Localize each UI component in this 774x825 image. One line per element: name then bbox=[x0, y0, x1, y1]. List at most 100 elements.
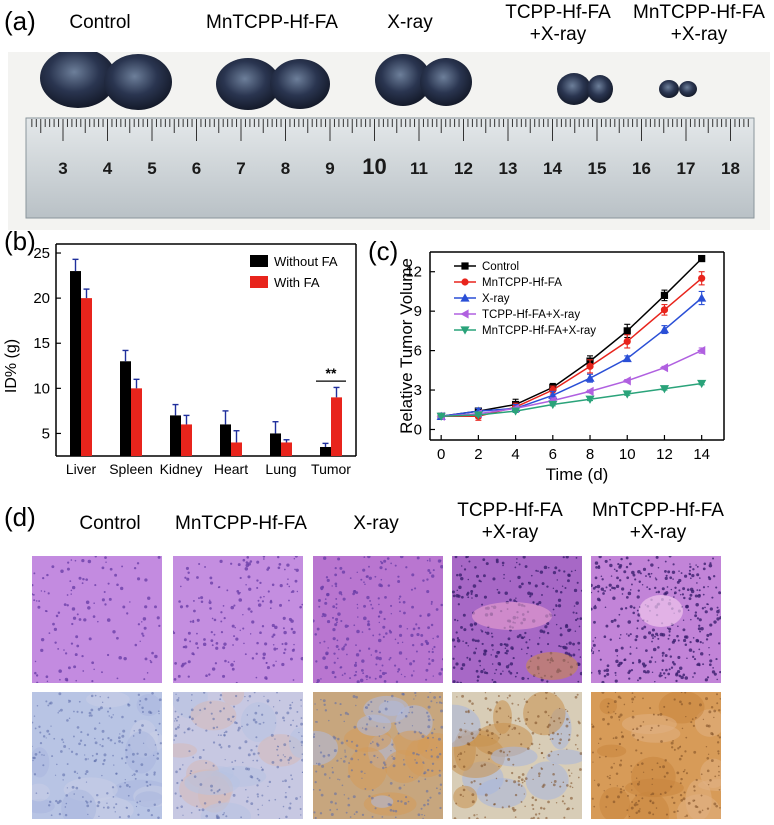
nucleus bbox=[480, 629, 482, 631]
nucleus bbox=[187, 660, 191, 664]
nucleus bbox=[467, 596, 470, 599]
nucleus bbox=[185, 604, 189, 608]
nucleus bbox=[579, 656, 582, 658]
nucleus bbox=[609, 638, 612, 641]
cell bbox=[190, 708, 194, 712]
cell bbox=[182, 764, 184, 766]
cell bbox=[488, 758, 490, 761]
nucleus bbox=[452, 638, 455, 642]
nucleus bbox=[594, 561, 599, 565]
nucleus bbox=[357, 616, 359, 618]
nucleus bbox=[187, 631, 191, 635]
nucleus bbox=[633, 606, 636, 609]
nucleus bbox=[597, 565, 601, 568]
cell bbox=[568, 739, 570, 742]
nucleus bbox=[688, 597, 692, 601]
cell bbox=[64, 806, 67, 808]
nucleus bbox=[557, 604, 562, 608]
cell bbox=[426, 768, 430, 772]
nucleus bbox=[573, 588, 578, 593]
nucleus bbox=[694, 611, 698, 614]
cell bbox=[87, 813, 89, 816]
d-label-xray: X-ray bbox=[353, 513, 399, 534]
cell bbox=[651, 792, 655, 796]
cell bbox=[505, 779, 508, 783]
nucleus bbox=[704, 678, 708, 682]
cell bbox=[245, 800, 249, 803]
cell bbox=[318, 788, 321, 792]
nucleus bbox=[227, 661, 230, 664]
cell bbox=[241, 725, 243, 728]
nucleus bbox=[669, 576, 673, 580]
nucleus bbox=[142, 634, 145, 637]
nucleus bbox=[504, 647, 507, 650]
cell bbox=[191, 693, 193, 696]
nucleus bbox=[33, 572, 36, 575]
cell bbox=[507, 805, 511, 808]
nucleus bbox=[623, 658, 626, 662]
nucleus bbox=[668, 627, 672, 631]
cell bbox=[262, 721, 265, 724]
nucleus bbox=[333, 652, 336, 655]
cell bbox=[636, 782, 640, 786]
nucleus bbox=[575, 601, 579, 605]
nucleus bbox=[265, 662, 268, 664]
nucleus bbox=[136, 577, 141, 581]
cell bbox=[347, 803, 351, 807]
nucleus bbox=[629, 605, 633, 609]
d-label-mntcpp-xray: MnTCPP-Hf-FA +X-ray bbox=[592, 500, 724, 543]
nucleus bbox=[432, 637, 434, 640]
cell bbox=[35, 792, 38, 794]
cell bbox=[323, 773, 327, 776]
cell bbox=[174, 792, 177, 795]
nucleus bbox=[426, 642, 429, 646]
cell bbox=[179, 795, 182, 798]
cell bbox=[219, 693, 223, 697]
nucleus bbox=[220, 620, 223, 623]
nucleus bbox=[605, 624, 609, 628]
cell bbox=[400, 711, 403, 714]
nucleus bbox=[666, 627, 669, 629]
nucleus bbox=[593, 620, 596, 624]
cell bbox=[513, 780, 517, 784]
nucleus bbox=[51, 565, 55, 569]
nucleus bbox=[431, 574, 435, 578]
cell bbox=[355, 810, 358, 814]
nucleus bbox=[704, 606, 706, 609]
cell bbox=[532, 808, 535, 811]
nucleus bbox=[345, 637, 350, 641]
nucleus bbox=[374, 677, 377, 680]
nucleus bbox=[234, 626, 236, 629]
tumor-tcpp-2 bbox=[587, 75, 613, 103]
cell bbox=[391, 743, 394, 746]
cell bbox=[627, 794, 629, 797]
nucleus bbox=[362, 568, 366, 572]
cell bbox=[618, 742, 622, 746]
cell bbox=[473, 780, 476, 783]
cell bbox=[62, 773, 66, 777]
nucleus bbox=[452, 657, 455, 660]
cell bbox=[250, 776, 254, 779]
ruler-number: 5 bbox=[147, 159, 156, 178]
nucleus bbox=[341, 647, 345, 651]
nucleus bbox=[470, 592, 473, 595]
nucleus bbox=[288, 599, 290, 602]
cell bbox=[45, 700, 48, 703]
cell bbox=[202, 748, 205, 751]
nucleus bbox=[616, 576, 619, 580]
cell bbox=[468, 699, 472, 703]
bar bbox=[181, 424, 192, 456]
cell bbox=[80, 711, 84, 714]
cell bbox=[261, 768, 264, 772]
cell bbox=[85, 800, 87, 803]
nucleus bbox=[356, 680, 360, 683]
nucleus bbox=[552, 571, 557, 575]
cell bbox=[127, 703, 130, 706]
tissue-background bbox=[313, 556, 443, 683]
nucleus bbox=[567, 579, 570, 583]
nucleus bbox=[478, 659, 481, 663]
cell bbox=[680, 798, 684, 802]
cell bbox=[684, 692, 687, 694]
nucleus bbox=[643, 635, 647, 639]
cell bbox=[691, 718, 694, 720]
